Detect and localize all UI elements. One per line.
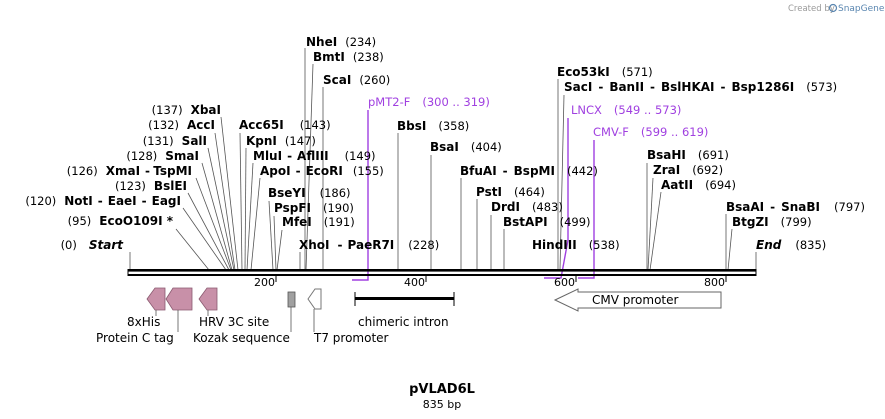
site-xbai[interactable]: (137) XbaI [152, 103, 221, 117]
tick-200: 200 [254, 276, 275, 289]
site-pspfi[interactable]: PspFI (190) [274, 201, 354, 215]
ruler-ticks [275, 276, 727, 282]
site-noti-eaei-eagi[interactable]: (120) NotI - EaeI - EagI [25, 194, 181, 208]
snapgene-logo-icon [828, 3, 838, 13]
site-zrai[interactable]: ZraI (692) [653, 163, 723, 177]
site-smai[interactable]: (128) SmaI [126, 149, 199, 163]
site-bslei[interactable]: (123) BslEI [115, 179, 187, 193]
site-ecoo109i[interactable]: (95) EcoO109I * [68, 214, 174, 228]
site-psti[interactable]: PstI (464) [476, 185, 545, 199]
t7-promoter-label: T7 promoter [313, 331, 389, 345]
primer-pmt2-f[interactable]: pMT2-F (300 .. 319) [368, 95, 490, 109]
plasmid-length: 835 bp [423, 398, 461, 411]
site-bsahi[interactable]: BsaHI (691) [647, 148, 729, 162]
site-bsaai-snabi[interactable]: BsaAI - SnaBI (797) [726, 200, 865, 214]
watermark-brand: SnapGene [838, 4, 885, 14]
site-acc65i[interactable]: Acc65I (143) [239, 118, 331, 132]
site-scai[interactable]: ScaI (260) [323, 73, 390, 87]
chimeric-intron-label: chimeric intron [358, 315, 449, 329]
site-bmti[interactable]: BmtI (238) [313, 50, 384, 64]
his-tag-label: 8xHis [127, 315, 160, 329]
site-kpni[interactable]: KpnI (147) [246, 134, 316, 148]
site-start[interactable]: (0) Start [61, 238, 125, 252]
site-eco53ki[interactable]: Eco53kI (571) [557, 65, 653, 79]
site-bbsi[interactable]: BbsI (358) [397, 119, 469, 133]
plasmid-title: pVLAD6L [409, 382, 475, 397]
site-xhoi-paer7i[interactable]: XhoI - PaeR7I (228) [299, 238, 439, 252]
site-end[interactable]: End (835) [756, 238, 826, 252]
cmv-promoter-arrow[interactable] [553, 288, 722, 312]
chimeric-intron-bar[interactable] [354, 292, 455, 306]
t7-promoter-arrow[interactable] [307, 288, 322, 310]
site-nhei[interactable]: NheI (234) [306, 35, 376, 49]
protein-c-label: Protein C tag [96, 331, 174, 345]
site-leader-lines [129, 48, 757, 271]
site-bstapi[interactable]: BstAPI (499) [503, 215, 591, 229]
hrv-3c-label: HRV 3C site [199, 315, 269, 329]
primer-cmv-f[interactable]: CMV-F (599 .. 619) [593, 125, 708, 139]
primer-lines [352, 110, 595, 281]
cmv-promoter-label: CMV promoter [592, 293, 679, 307]
site-saci-group[interactable]: SacI - BanII - BslHKAI - Bsp1286I (573) [564, 80, 837, 94]
tick-400: 400 [404, 276, 425, 289]
primer-lncx[interactable]: LNCX (549 .. 573) [571, 103, 681, 117]
kozak-label: Kozak sequence [193, 331, 290, 345]
dna-backbone [127, 269, 757, 276]
site-apoi-ecori[interactable]: ApoI - EcoRI (155) [260, 164, 384, 178]
protein-c-arrow[interactable] [165, 287, 193, 311]
watermark-text: Created by [788, 4, 835, 14]
tick-600: 600 [554, 276, 575, 289]
feature-connectors [155, 307, 315, 332]
tick-800: 800 [704, 276, 725, 289]
site-xmai-tspmi[interactable]: (126) XmaI - TspMI [67, 164, 192, 178]
site-drdi[interactable]: DrdI (483) [491, 200, 563, 214]
site-bsai[interactable]: BsaI (404) [430, 140, 502, 154]
site-btgzi[interactable]: BtgZI (799) [732, 215, 812, 229]
his-tag-arrow[interactable] [146, 287, 166, 311]
hrv-3c-arrow[interactable] [198, 287, 218, 311]
kozak-box[interactable] [287, 291, 296, 308]
site-mfei[interactable]: MfeI (191) [282, 215, 355, 229]
site-bfuai-bspmi[interactable]: BfuAI - BspMI (442) [460, 164, 598, 178]
site-sali[interactable]: (131) SalI [143, 134, 207, 148]
site-acci[interactable]: (132) AccI [148, 118, 215, 132]
site-hindiii[interactable]: HindIII (538) [532, 238, 620, 252]
site-aatii[interactable]: AatII (694) [661, 178, 736, 192]
site-bseyi[interactable]: BseYI (186) [268, 186, 351, 200]
site-mlui-afliii[interactable]: MluI - AflIII (149) [253, 149, 376, 163]
